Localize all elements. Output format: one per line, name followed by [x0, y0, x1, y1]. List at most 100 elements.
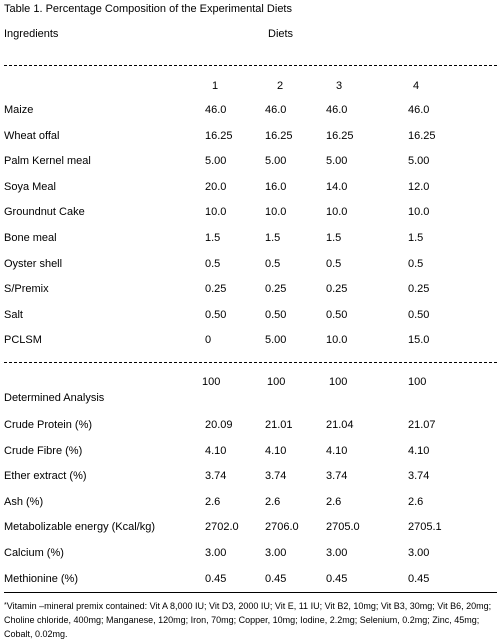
analysis-row-value-diet-1: 3.00 — [205, 547, 227, 559]
ingredient-row-label: Salt — [4, 308, 23, 321]
total-3: 100 — [329, 376, 348, 388]
analysis-row-value-diet-2: 4.10 — [265, 444, 287, 457]
analysis-row-value-diet-1: 3.74 — [205, 470, 227, 483]
bottom-rule — [4, 592, 497, 593]
analysis-row-value-diet-1: 20.09 — [205, 419, 233, 431]
ingredient-row-value-diet-4: 10.0 — [408, 206, 430, 219]
diets-header: Diets — [268, 28, 294, 40]
analysis-row-value-diet-4: 2.6 — [408, 495, 424, 508]
ingredient-row-label: PCLSM — [4, 334, 42, 347]
ingredient-row-value-diet-2: 1.5 — [265, 232, 281, 244]
ingredient-row-value-diet-1: 16.25 — [205, 129, 233, 142]
analysis-row-value-diet-3: 3.74 — [326, 470, 348, 483]
ingredient-row-value-diet-3: 10.0 — [326, 206, 348, 219]
ingredient-row-value-diet-4: 0.50 — [408, 308, 430, 321]
ingredient-row-label: S/Premix — [4, 283, 49, 296]
analysis-row-value-diet-2: 2.6 — [265, 495, 281, 508]
analysis-heading: Determined Analysis — [4, 392, 105, 404]
analysis-row-value-diet-4: 3.00 — [408, 547, 430, 559]
ingredient-row-value-diet-1: 46.0 — [205, 104, 227, 116]
ingredient-row-label: Wheat offal — [4, 129, 60, 142]
ingredient-row-label: Maize — [4, 104, 34, 116]
ingredient-row-value-diet-3: 0.25 — [326, 283, 348, 296]
ingredient-row-value-diet-4: 15.0 — [408, 334, 430, 347]
analysis-row-label: Crude Fibre (%) — [4, 444, 83, 457]
analysis-row-value-diet-3: 0.45 — [326, 572, 348, 585]
ingredient-row-label: Bone meal — [4, 232, 57, 244]
total-1: 100 — [202, 376, 221, 388]
ingredient-row-value-diet-4: 12.0 — [408, 180, 430, 193]
analysis-row-value-diet-2: 2706.0 — [265, 521, 299, 534]
ingredient-row-value-diet-4: 16.25 — [408, 129, 436, 142]
ingredient-row-value-diet-3: 1.5 — [326, 232, 342, 244]
analysis-row-label: Ether extract (%) — [4, 470, 87, 483]
diet-number-3: 3 — [336, 80, 343, 92]
analysis-row-value-diet-4: 21.07 — [408, 419, 436, 431]
ingredient-row-value-diet-2: 0.50 — [265, 308, 287, 321]
footnote: *Vitamin –mineral premix contained: Vit … — [4, 599, 496, 641]
ingredient-row-value-diet-3: 46.0 — [326, 104, 348, 116]
analysis-row-value-diet-1: 0.45 — [205, 572, 227, 585]
ingredient-row-value-diet-2: 16.0 — [265, 180, 287, 193]
analysis-row-value-diet-4: 2705.1 — [408, 521, 442, 534]
analysis-row-value-diet-1: 4.10 — [205, 444, 227, 457]
analysis-row-value-diet-2: 3.74 — [265, 470, 287, 483]
analysis-row-value-diet-3: 2705.0 — [326, 521, 360, 534]
ingredient-row-value-diet-4: 5.00 — [408, 155, 430, 168]
ingredient-row-value-diet-1: 0.5 — [205, 257, 221, 270]
ingredient-row-value-diet-2: 0.5 — [265, 257, 281, 270]
ingredient-row-value-diet-2: 0.25 — [265, 283, 287, 296]
footnote-marker: * — [4, 602, 7, 609]
ingredient-row-value-diet-1: 10.0 — [205, 206, 227, 219]
ingredient-row-label: Groundnut Cake — [4, 206, 85, 219]
analysis-row-value-diet-4: 4.10 — [408, 444, 430, 457]
ingredient-row-value-diet-3: 10.0 — [326, 334, 348, 347]
analysis-row-label: Crude Protein (%) — [4, 419, 93, 431]
analysis-row-label: Metabolizable energy (Kcal/kg) — [4, 521, 156, 534]
analysis-row-value-diet-2: 21.01 — [265, 419, 293, 431]
ingredient-row-value-diet-3: 0.5 — [326, 257, 342, 270]
ingredient-row-value-diet-1: 5.00 — [205, 155, 227, 168]
ingredient-row-value-diet-4: 46.0 — [408, 104, 430, 116]
ingredient-row-value-diet-3: 16.25 — [326, 129, 354, 142]
analysis-row-value-diet-3: 3.00 — [326, 547, 348, 559]
ingredient-row-label: Soya Meal — [4, 180, 56, 193]
ingredient-row-value-diet-2: 16.25 — [265, 129, 293, 142]
analysis-row-value-diet-4: 0.45 — [408, 572, 430, 585]
ingredient-row-value-diet-2: 10.0 — [265, 206, 287, 219]
ingredient-row-value-diet-3: 5.00 — [326, 155, 348, 168]
ingredient-row-value-diet-1: 20.0 — [205, 180, 227, 193]
total-2: 100 — [267, 376, 286, 388]
analysis-row-value-diet-3: 21.04 — [326, 419, 354, 431]
ingredient-row-value-diet-3: 0.50 — [326, 308, 348, 321]
analysis-row-label: Ash (%) — [4, 495, 44, 508]
analysis-row-value-diet-1: 2.6 — [205, 495, 221, 508]
diet-number-1: 1 — [212, 80, 219, 92]
ingredients-header: Ingredients — [4, 28, 59, 40]
ingredient-row-value-diet-4: 0.25 — [408, 283, 430, 296]
ingredient-row-value-diet-1: 0 — [205, 334, 212, 347]
analysis-row-value-diet-4: 3.74 — [408, 470, 430, 483]
top-rule — [4, 65, 497, 66]
ingredient-row-label: Oyster shell — [4, 257, 63, 270]
ingredient-row-value-diet-2: 5.00 — [265, 155, 287, 168]
analysis-row-value-diet-3: 4.10 — [326, 444, 348, 457]
footnote-text: Vitamin –mineral premix contained: Vit A… — [4, 601, 492, 639]
ingredient-row-value-diet-1: 1.5 — [205, 232, 221, 244]
ingredient-row-value-diet-4: 1.5 — [408, 232, 424, 244]
table-caption: Table 1. Percentage Composition of the E… — [4, 3, 292, 15]
total-4: 100 — [408, 376, 427, 388]
ingredient-row-value-diet-2: 5.00 — [265, 334, 287, 347]
analysis-row-value-diet-2: 0.45 — [265, 572, 287, 585]
ingredient-row-value-diet-1: 0.50 — [205, 308, 227, 321]
diet-number-4: 4 — [413, 80, 420, 92]
ingredient-row-value-diet-1: 0.25 — [205, 283, 227, 296]
analysis-row-value-diet-3: 2.6 — [326, 495, 342, 508]
ingredient-row-label: Palm Kernel meal — [4, 155, 91, 168]
mid-rule — [4, 362, 497, 363]
analysis-row-value-diet-2: 3.00 — [265, 547, 287, 559]
ingredient-row-value-diet-3: 14.0 — [326, 180, 348, 193]
diet-number-2: 2 — [277, 80, 284, 92]
analysis-row-value-diet-1: 2702.0 — [205, 521, 239, 534]
ingredient-row-value-diet-2: 46.0 — [265, 104, 287, 116]
